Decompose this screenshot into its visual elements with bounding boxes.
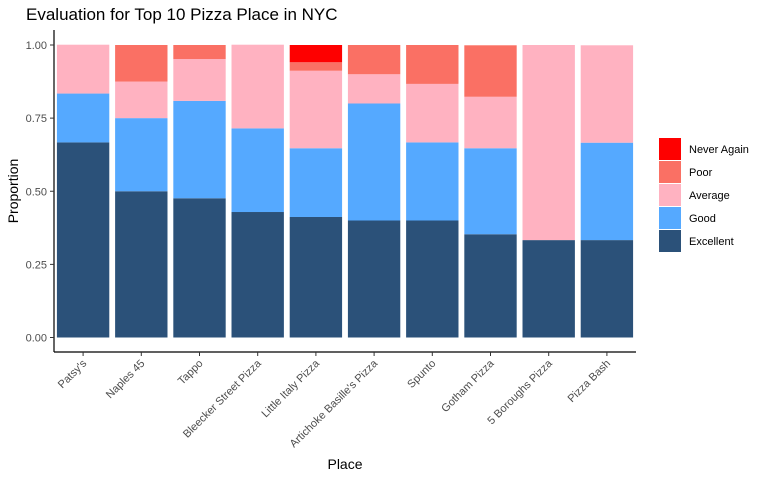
y-tick-label: 1.00 <box>26 40 47 52</box>
bar-segment-tappo-excellent <box>173 198 226 338</box>
bar-segment-artichoke-basille-s-pizza-excellent <box>347 220 401 338</box>
legend-label-good: Good <box>689 213 716 225</box>
bar-segment-pizza-bash-average <box>580 45 634 143</box>
bar-segment-spunto-poor <box>406 45 459 84</box>
bar-segment-bleecker-street-pizza-good <box>231 128 284 213</box>
legend: Never Again Poor Average Good Excellent <box>659 138 749 252</box>
bar-segment-5-boroughs-pizza-average <box>522 45 575 241</box>
bar-segment-gotham-pizza-good <box>464 148 517 235</box>
legend-key-good <box>659 207 681 229</box>
legend-label-average: Average <box>689 190 730 202</box>
bar-segment-little-italy-pizza-excellent <box>289 216 343 338</box>
bar-segment-tappo-poor <box>173 45 226 60</box>
x-tick-label-patsy-s: Patsy's <box>56 357 90 391</box>
bar-segment-little-italy-pizza-good <box>289 148 343 217</box>
y-axis-title: Proportion <box>5 159 21 224</box>
bar-segment-naples-45-excellent <box>115 191 168 338</box>
bar-segment-5-boroughs-pizza-excellent <box>522 240 575 338</box>
y-tick-label: 0.00 <box>26 333 47 345</box>
bar-segment-naples-45-good <box>115 118 168 192</box>
bar-segment-bleecker-street-pizza-average <box>231 44 284 129</box>
bar-segment-spunto-excellent <box>406 220 459 338</box>
x-tick-label-5-boroughs-pizza: 5 Boroughs Pizza <box>485 357 555 427</box>
bar-segment-spunto-good <box>406 142 459 221</box>
legend-label-excellent: Excellent <box>689 236 734 248</box>
bar-segment-patsy-s-average <box>56 44 110 94</box>
y-tick-label: 0.50 <box>26 186 47 198</box>
x-tick-label-tappo: Tappo <box>176 358 206 388</box>
legend-key-never-again <box>659 138 681 160</box>
bar-segment-naples-45-average <box>115 81 168 119</box>
bar-segment-tappo-average <box>173 59 226 101</box>
bar-segment-little-italy-pizza-poor <box>289 62 343 71</box>
bar-segment-patsy-s-good <box>56 93 110 143</box>
bar-segment-tappo-good <box>173 100 226 199</box>
bar-segment-patsy-s-excellent <box>56 142 110 338</box>
bar-segment-pizza-bash-excellent <box>580 240 634 338</box>
x-tick-label-little-italy-pizza: Little Italy Pizza <box>259 357 322 420</box>
x-tick-label-gotham-pizza: Gotham Pizza <box>439 357 497 415</box>
y-tick-label: 0.25 <box>26 259 47 271</box>
bar-segment-gotham-pizza-average <box>464 96 517 149</box>
legend-key-average <box>659 184 681 206</box>
x-axis-title: Place <box>327 456 362 472</box>
bar-segment-naples-45-poor <box>115 45 168 82</box>
legend-label-poor: Poor <box>689 167 713 179</box>
bar-segment-little-italy-pizza-average <box>289 70 343 149</box>
chart-title: Evaluation for Top 10 Pizza Place in NYC <box>26 5 338 24</box>
bar-segment-bleecker-street-pizza-excellent <box>231 212 284 338</box>
bar-segment-spunto-average <box>406 83 459 143</box>
bar-segment-artichoke-basille-s-pizza-good <box>347 103 401 221</box>
x-tick-label-pizza-bash: Pizza Bash <box>566 358 613 405</box>
bar-segment-artichoke-basille-s-pizza-poor <box>347 45 401 75</box>
x-tick-label-naples-45: Naples 45 <box>104 358 148 402</box>
legend-key-excellent <box>659 230 681 252</box>
legend-label-never-again: Never Again <box>689 144 749 156</box>
y-tick-label: 0.75 <box>26 113 47 125</box>
bar-segment-pizza-bash-good <box>580 142 634 241</box>
bar-segment-little-italy-pizza-never-again <box>289 45 343 63</box>
bars-layer <box>56 44 634 338</box>
legend-key-poor <box>659 161 681 183</box>
bar-segment-artichoke-basille-s-pizza-average <box>347 74 401 104</box>
x-tick-label-spunto: Spunto <box>405 358 438 391</box>
bar-segment-gotham-pizza-excellent <box>464 234 517 338</box>
bar-segment-gotham-pizza-poor <box>464 45 517 97</box>
